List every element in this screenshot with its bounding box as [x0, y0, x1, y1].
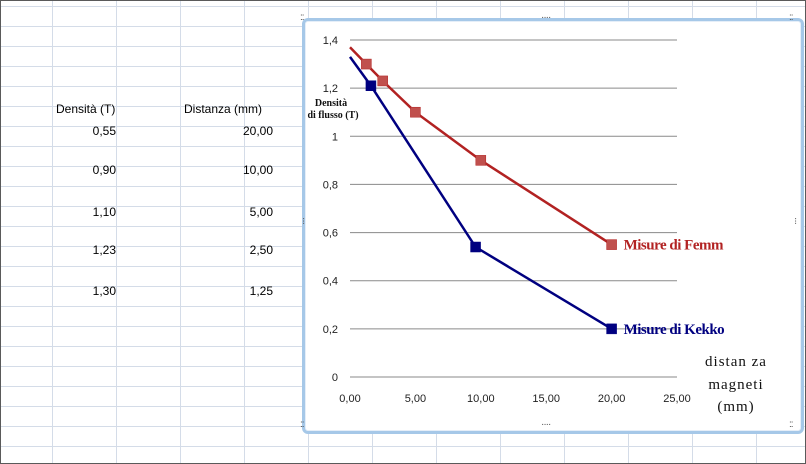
cell-density[interactable]: 0,55 — [92, 124, 116, 138]
x-tick-label: 20,00 — [598, 393, 626, 405]
series-line — [348, 56, 613, 330]
y-tick-label: 0,8 — [323, 179, 338, 191]
series: Misure di Femm Misure di Kekko — [348, 46, 725, 338]
data-point-marker — [410, 106, 421, 118]
resize-handle-corner-tr[interactable]: :: — [789, 12, 793, 23]
data-point-marker — [606, 323, 617, 335]
x-axis-title: distan za magneti (mm) — [705, 354, 767, 415]
data-point-marker — [470, 241, 481, 253]
gridlines — [350, 39, 677, 330]
cell-distance[interactable]: 10,00 — [242, 163, 273, 177]
cell-density[interactable]: 1,30 — [92, 284, 116, 298]
y-tick-label: 1,2 — [323, 83, 338, 95]
cell-distance[interactable]: 1,25 — [249, 284, 273, 298]
y-tick-label: 0 — [332, 372, 338, 384]
data-point-marker — [361, 58, 372, 70]
data-point-marker — [365, 80, 377, 91]
resize-handle-right[interactable]: ··· — [790, 217, 801, 224]
y-ticks: 0 0,2 0,4 0,6 0,8 1 1,2 1,4 — [323, 35, 338, 384]
cell-distance[interactable]: 5,00 — [249, 205, 273, 219]
x-tick-label: 5,00 — [405, 393, 426, 405]
x-tick-label: 0,00 — [339, 393, 360, 405]
resize-handle-corner-tl[interactable]: :: — [300, 12, 304, 23]
data-point-marker — [606, 239, 617, 250]
y-axis-title-line1: Densità — [315, 98, 347, 109]
y-tick-label: 1 — [332, 131, 338, 143]
x-ticks: 0,00 5,00 10,00 15,00 20,00 25,00 — [339, 393, 690, 405]
data-point-marker — [475, 155, 487, 166]
resize-handle-corner-br[interactable]: :: — [789, 419, 793, 430]
cell-density[interactable]: 1,10 — [92, 205, 116, 219]
x-tick-label: 15,00 — [532, 393, 560, 405]
resize-handle-corner-bl[interactable]: :: — [300, 419, 304, 430]
resize-handle-left[interactable]: ··· — [298, 217, 309, 224]
cell-distance[interactable]: 20,00 — [242, 124, 273, 138]
header-distance[interactable]: Distanza (mm) — [184, 102, 263, 116]
x-tick-label: 25,00 — [663, 393, 691, 405]
x-axis-title-line3: (mm) — [717, 399, 754, 415]
y-axis-title: Densità di flusso (T) — [307, 98, 358, 121]
resize-handle-top[interactable]: ···· — [541, 12, 551, 23]
series-label: Misure di Kekko — [624, 322, 725, 338]
data-point-marker — [377, 75, 388, 87]
y-tick-label: 1,4 — [323, 35, 338, 47]
x-axis-title-line1: distan za — [705, 354, 767, 370]
chart-object[interactable]: ···· ···· ··· ··· :: :: :: :: — [298, 12, 804, 434]
y-axis-title-line2: di flusso (T) — [307, 110, 358, 121]
cell-density[interactable]: 0,90 — [92, 163, 116, 177]
series-label: Misure di Femm — [624, 238, 724, 254]
y-tick-label: 0,2 — [323, 324, 338, 336]
y-tick-label: 0,6 — [323, 228, 338, 240]
resize-handle-bottom[interactable]: ···· — [541, 419, 551, 430]
y-tick-label: 0,4 — [323, 276, 338, 288]
header-density[interactable]: Densità (T) — [56, 102, 116, 116]
x-axis-title-line2: magneti — [708, 377, 763, 393]
x-tick-label: 10,00 — [467, 393, 495, 405]
series-line — [349, 46, 613, 246]
cell-distance[interactable]: 2,50 — [249, 243, 273, 257]
cell-density[interactable]: 1,23 — [92, 243, 116, 257]
